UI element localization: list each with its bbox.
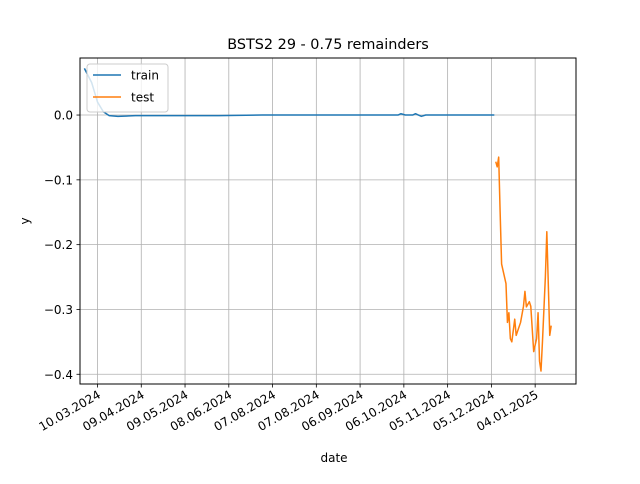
y-tick-label: −0.1 xyxy=(44,173,73,187)
y-tick-label: 0.0 xyxy=(54,109,73,123)
legend-label-test: test xyxy=(131,91,154,105)
y-axis-label: y xyxy=(18,217,32,224)
x-axis-label: date xyxy=(320,451,347,465)
grid-layer xyxy=(80,58,576,384)
legend-label-train: train xyxy=(131,69,159,83)
chart-title: BSTS2 29 - 0.75 remainders xyxy=(227,37,429,53)
y-tick-label: −0.3 xyxy=(44,303,73,317)
series-layer xyxy=(83,68,552,372)
plot-frame xyxy=(79,57,577,385)
series-line-test xyxy=(495,156,552,372)
y-tick-label: −0.4 xyxy=(44,368,73,382)
y-tick-label: −0.2 xyxy=(44,238,73,252)
legend-box xyxy=(86,63,169,113)
series-line-train xyxy=(83,68,495,118)
legend: train test xyxy=(86,63,169,113)
